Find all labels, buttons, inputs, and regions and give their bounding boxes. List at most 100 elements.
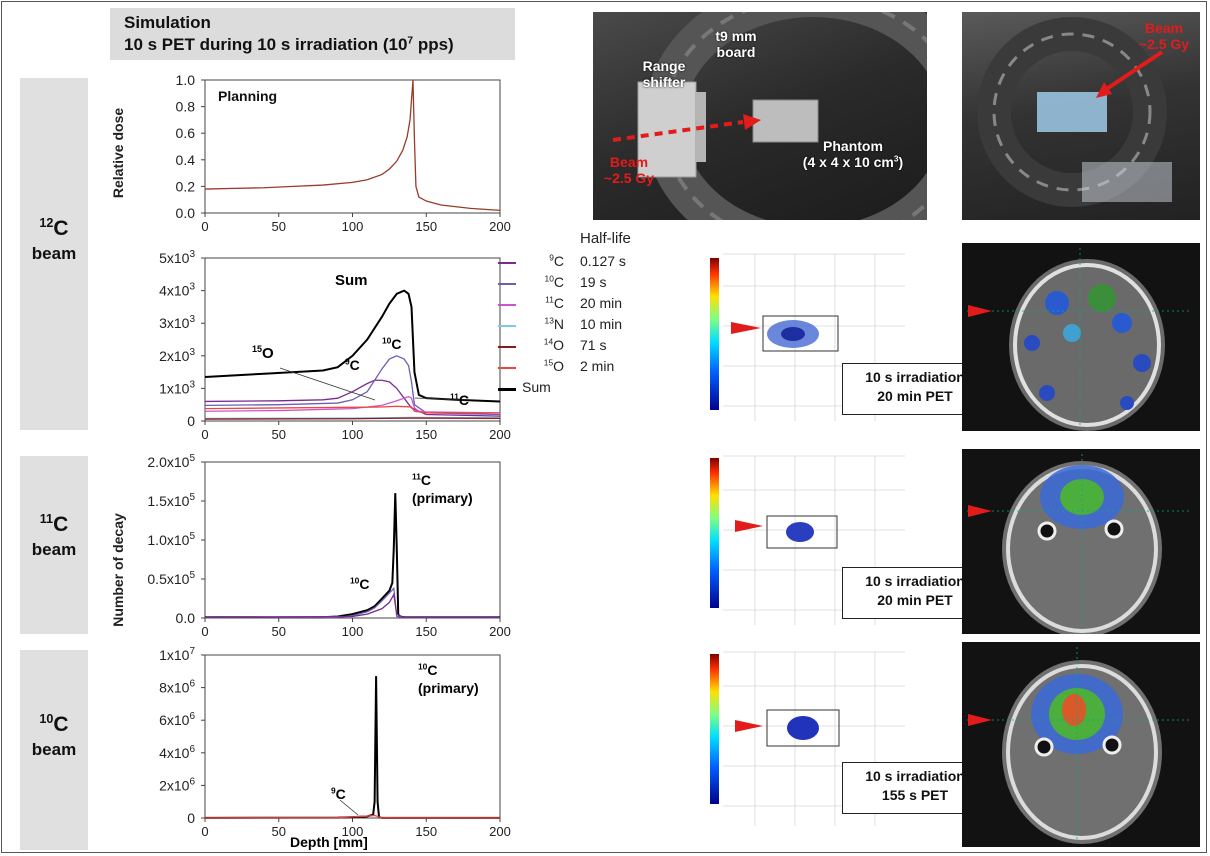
planning-title: Planning: [218, 88, 278, 104]
header-line2: 10 s PET during 10 s irradiation (107 pp…: [124, 35, 454, 54]
series-line-14o: [204, 417, 501, 420]
legend-item-sum: Sum: [498, 378, 668, 399]
legend-item-11c: 11C 20 min: [498, 294, 668, 315]
annot-10c-primary: 10C (primary): [418, 661, 479, 696]
ct-image-10c: [962, 642, 1200, 847]
legend-item-15o: 15O 2 min: [498, 357, 668, 378]
x-tick-label: 50: [272, 219, 286, 234]
series-line-11c: [204, 395, 501, 414]
y-tick-label: 0: [187, 810, 195, 826]
annot-15o: 15O: [252, 344, 274, 363]
annot-10c: 10C: [382, 335, 402, 352]
depth-axis-label: Depth [mm]: [290, 834, 368, 850]
y-tick-label: 0.4: [176, 152, 196, 168]
y-tick-label: 1x103: [159, 379, 195, 396]
y-tick-label: 4x103: [159, 282, 195, 299]
y-tick-label: 0.8: [176, 99, 196, 115]
x-tick-label: 100: [342, 219, 364, 234]
y-tick-label: 4x106: [159, 744, 195, 761]
relative-dose-axis-label: Relative dose: [108, 98, 130, 208]
x-tick-label: 150: [415, 624, 437, 639]
legend-title: Half-life: [580, 230, 631, 247]
row-band-11c: [20, 456, 88, 634]
phantom-label: Phantom (4 x 4 x 10 cm3): [802, 138, 904, 170]
pet-3d-scan-1: [695, 246, 915, 430]
x-tick-label: 0: [201, 427, 208, 442]
beam-label-1: Beam ~2.5 Gy: [603, 154, 655, 186]
y-tick-label: 1x107: [159, 646, 195, 663]
y-tick-label: 1.5x105: [147, 492, 195, 509]
y-tick-label: 2x106: [159, 776, 195, 793]
series-line-10c: [204, 355, 501, 416]
header-line1: Simulation: [124, 13, 211, 32]
x-tick-label: 0: [201, 824, 208, 839]
pet-3d-scan-2: [695, 450, 915, 630]
x-tick-label: 0: [201, 624, 208, 639]
x-tick-label: 50: [272, 824, 286, 839]
setup-photo-2: Beam ~2.5 Gy: [962, 12, 1200, 220]
y-tick-label: 0.5x105: [147, 570, 195, 587]
legend-item-9c: 9C 0.127 s: [498, 252, 668, 273]
annot-9c: 9C: [345, 356, 360, 373]
ct-image-12c: [962, 243, 1200, 431]
row-label-10c: 10C beam: [31, 712, 77, 759]
x-tick-label: 100: [342, 824, 364, 839]
y-tick-label: 2.0x105: [147, 453, 195, 470]
row-band-12c: [20, 78, 88, 430]
x-tick-label: 200: [489, 824, 511, 839]
beam-label-2: Beam ~2.5 Gy: [1138, 20, 1190, 52]
legend-item-13n: 13N 10 min: [498, 315, 668, 336]
annot-10c-11beam: 10C: [350, 575, 370, 592]
legend-item-10c: 10C 19 s: [498, 273, 668, 294]
annot-leader-11c: [414, 397, 466, 401]
simulation-header: Simulation 10 s PET during 10 s irradiat…: [110, 8, 515, 60]
x-tick-label: 200: [489, 624, 511, 639]
svg-text:Number of decay: Number of decay: [110, 513, 126, 627]
legend-item-14o: 14O 71 s: [498, 336, 668, 357]
x-tick-label: 50: [272, 624, 286, 639]
board-label: t9 mm board: [715, 28, 757, 60]
range-shifter-label: Range shifter: [642, 58, 686, 90]
x-tick-label: 200: [489, 427, 511, 442]
y-tick-label: 5x103: [159, 249, 195, 266]
pet-3d-scan-3: [695, 646, 915, 836]
ct-image-11c: [962, 449, 1200, 634]
x-tick-label: 100: [342, 624, 364, 639]
annot-11c-primary: 11C (primary): [412, 471, 473, 506]
annot-leader-9c: [339, 799, 359, 816]
annot-9c-10beam: 9C: [331, 785, 346, 802]
series-line-13n: [204, 416, 501, 420]
y-tick-label: 0.0: [176, 610, 196, 626]
y-tick-label: 3x103: [159, 314, 195, 331]
y-tick-label: 8x106: [159, 679, 195, 696]
x-tick-label: 0: [201, 219, 208, 234]
svg-text:Relative dose: Relative dose: [110, 108, 126, 198]
y-tick-label: 0.0: [176, 205, 196, 221]
x-tick-label: 150: [415, 824, 437, 839]
y-tick-label: 0.6: [176, 125, 196, 141]
series-line-0-0: [204, 79, 501, 211]
annot-leader-15o: [279, 367, 376, 401]
x-tick-label: 150: [415, 219, 437, 234]
charts-layer: 0 50 100 150 200 0.0 0.2 0.4 0.6 0.8 1.0 0 50 100 150 2…: [147, 72, 511, 839]
row-band-10c: [20, 650, 88, 850]
y-tick-label: 2x103: [159, 347, 195, 364]
x-tick-label: 200: [489, 219, 511, 234]
series-line-sum: [204, 289, 501, 403]
series-line-sum: [204, 493, 501, 619]
number-of-decay-axis-label: Number of decay: [108, 490, 130, 650]
series-line-sum: [204, 676, 500, 819]
row-label-12c: 12C beam: [31, 216, 77, 263]
row-label-11c: 11C beam: [31, 512, 77, 559]
x-tick-label: 100: [342, 427, 364, 442]
y-tick-label: 1.0x105: [147, 531, 195, 548]
series-line-15o: [204, 405, 500, 414]
y-tick-label: 1.0: [176, 72, 196, 88]
x-tick-label: 50: [272, 427, 286, 442]
y-tick-label: 6x106: [159, 711, 195, 728]
setup-photo-1: Range shifter t9 mm board Phantom (4 x 4 …: [593, 12, 927, 220]
y-tick-label: 0.2: [176, 178, 196, 194]
x-tick-label: 150: [415, 427, 437, 442]
annot-sum: Sum: [335, 272, 368, 289]
